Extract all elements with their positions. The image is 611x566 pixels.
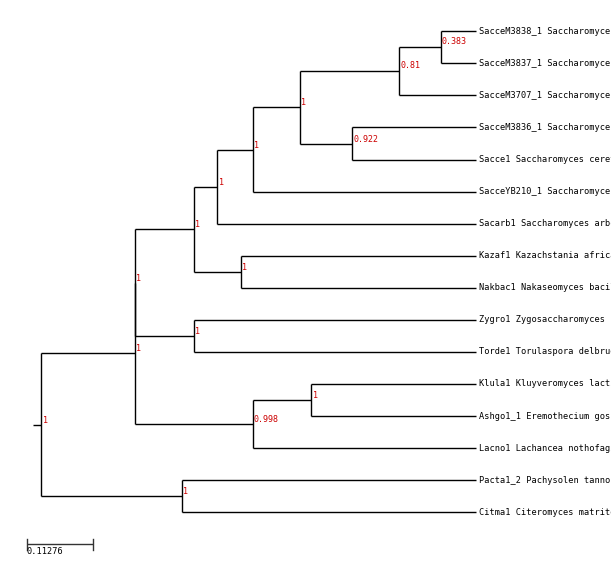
Text: 1: 1	[136, 344, 141, 353]
Text: 1: 1	[219, 178, 224, 187]
Text: SacceM3836_1 Saccharomyces cerevisiae M3836 v1.0: SacceM3836_1 Saccharomyces cerevisiae M3…	[478, 123, 611, 132]
Text: Kazaf1 Kazachstania africana CBS 2517: Kazaf1 Kazachstania africana CBS 2517	[478, 251, 611, 260]
Text: 0.81: 0.81	[401, 61, 420, 70]
Text: 1: 1	[136, 273, 141, 282]
Text: 1: 1	[195, 327, 200, 336]
Text: SacceM3838_1 Saccharomyces cerevisiae M3838 v1.0: SacceM3838_1 Saccharomyces cerevisiae M3…	[478, 27, 611, 36]
Text: 1: 1	[43, 416, 48, 424]
Text: Ashgo1_1 Eremothecium gossypii ATCC 10895: Ashgo1_1 Eremothecium gossypii ATCC 1089…	[478, 411, 611, 421]
Text: Pacta1_2 Pachysolen tannophilus NRRL Y-2460 v1.2: Pacta1_2 Pachysolen tannophilus NRRL Y-2…	[478, 475, 611, 484]
Text: SacceM3837_1 Saccharomyces cerevisiae M3837 v1.0: SacceM3837_1 Saccharomyces cerevisiae M3…	[478, 59, 611, 68]
Text: 0.11276: 0.11276	[27, 547, 64, 556]
Text: Lacno1 Lachancea nothofagi CBS 11611: Lacno1 Lachancea nothofagi CBS 11611	[478, 444, 611, 453]
Text: 0.998: 0.998	[254, 415, 279, 424]
Text: 0.383: 0.383	[442, 37, 467, 46]
Text: Zygro1 Zygosaccharomyces rouxii CBS732: Zygro1 Zygosaccharomyces rouxii CBS732	[478, 315, 611, 324]
Text: SacceM3707_1 Saccharomyces cerevisiae M3707 Dikaryon: SacceM3707_1 Saccharomyces cerevisiae M3…	[478, 91, 611, 100]
Text: Sacce1 Saccharomyces cerevisiae S288C: Sacce1 Saccharomyces cerevisiae S288C	[478, 155, 611, 164]
Text: Citma1 Citeromyces matritensis NRRL Y-2407: Citma1 Citeromyces matritensis NRRL Y-24…	[478, 508, 611, 517]
Text: 1: 1	[313, 391, 318, 400]
Text: Klula1 Kluyveromyces lactis: Klula1 Kluyveromyces lactis	[478, 379, 611, 388]
Text: 1: 1	[183, 487, 188, 496]
Text: 1: 1	[254, 140, 259, 149]
Text: 1: 1	[242, 263, 247, 272]
Text: Torde1 Torulaspora delbrueckii CBS 1146: Torde1 Torulaspora delbrueckii CBS 1146	[478, 348, 611, 357]
Text: 0.922: 0.922	[354, 135, 379, 144]
Text: 1: 1	[301, 98, 306, 108]
Text: Sacarb1 Saccharomyces arboricola H-6: Sacarb1 Saccharomyces arboricola H-6	[478, 219, 611, 228]
Text: SacceYB210_1 Saccharomyces cerevisiae YB210 v1.0: SacceYB210_1 Saccharomyces cerevisiae YB…	[478, 187, 611, 196]
Text: Nakbac1 Nakaseomyces bacillisporus CBS 7720: Nakbac1 Nakaseomyces bacillisporus CBS 7…	[478, 284, 611, 292]
Text: 1: 1	[195, 220, 200, 229]
